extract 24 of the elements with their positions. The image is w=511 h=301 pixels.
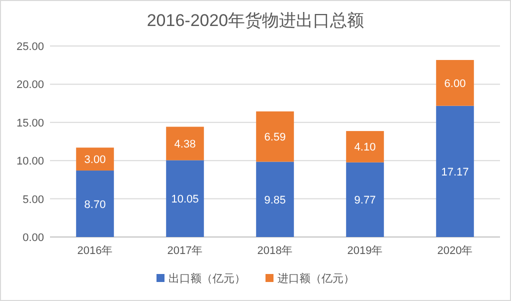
data-label: 9.85 <box>264 194 286 206</box>
x-tick-label: 2018年 <box>257 245 293 257</box>
x-tick-label: 2020年 <box>437 245 473 257</box>
y-tick-label: 5.00 <box>22 194 44 206</box>
y-tick-label: 20.00 <box>16 79 44 92</box>
data-label: 10.05 <box>171 194 199 206</box>
x-tick-label: 2017年 <box>167 245 203 257</box>
data-label: 4.38 <box>174 138 196 150</box>
data-label: 4.10 <box>354 142 376 154</box>
legend-label: 进口额（亿元） <box>278 272 354 285</box>
x-tick-label: 2019年 <box>347 245 383 257</box>
data-label: 3.00 <box>84 154 106 166</box>
y-tick-label: 0.00 <box>22 232 44 244</box>
y-tick-label: 15.00 <box>16 117 44 130</box>
data-label: 8.70 <box>84 198 106 211</box>
y-tick-label: 25.00 <box>16 41 44 53</box>
title: 2016-2020年货物进出口总额 <box>146 11 364 30</box>
data-label: 6.59 <box>264 132 286 144</box>
data-label: 6.00 <box>444 78 466 90</box>
legend-label: 出口额（亿元） <box>168 272 246 285</box>
data-label: 17.17 <box>441 166 469 178</box>
data-label: 9.77 <box>354 194 376 207</box>
y-tick-label: 10.00 <box>16 156 44 168</box>
x-tick-label: 2016年 <box>77 245 113 257</box>
